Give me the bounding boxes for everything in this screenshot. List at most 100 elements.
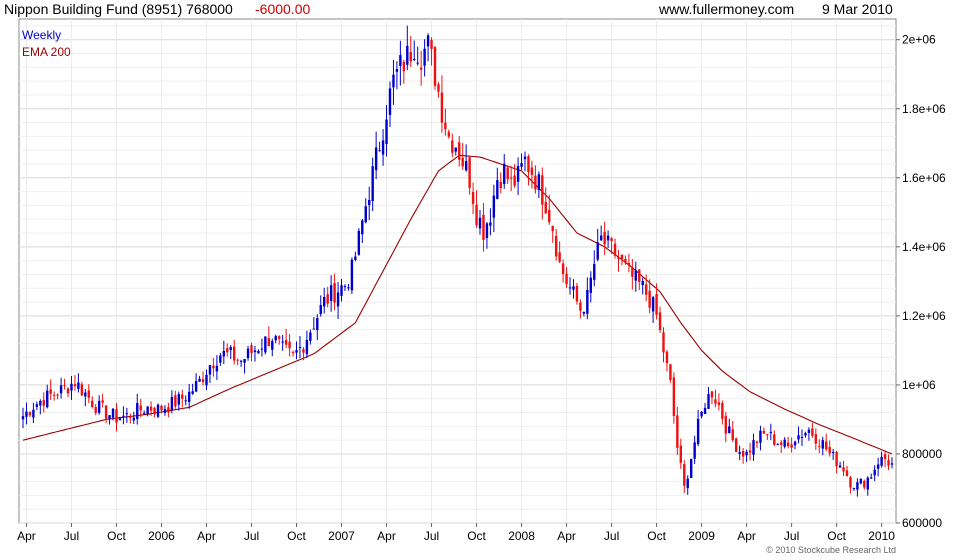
- candle-up: [516, 165, 520, 182]
- candle-up: [686, 478, 689, 489]
- candle-down: [627, 262, 631, 266]
- candle-up: [793, 441, 797, 446]
- candle-up: [413, 59, 416, 61]
- candle-down: [333, 283, 336, 303]
- candle-up: [859, 478, 863, 484]
- candle-down: [451, 140, 454, 153]
- candle-down: [267, 338, 271, 347]
- candle-up: [136, 403, 139, 420]
- candle-up: [423, 48, 426, 66]
- candle-up: [305, 340, 309, 355]
- candle-down: [731, 429, 734, 440]
- y-tick-label: 1.6e+06: [902, 171, 946, 185]
- candle-up: [111, 408, 115, 418]
- candle-down: [710, 391, 714, 398]
- candle-up: [46, 390, 49, 408]
- candle-up: [156, 404, 160, 417]
- candle-up: [295, 350, 298, 353]
- candle-down: [714, 399, 717, 404]
- candle-up: [572, 286, 575, 290]
- x-tick-label: Apr: [197, 529, 216, 543]
- candle-down: [662, 332, 665, 353]
- candle-up: [219, 355, 222, 363]
- candle-up: [392, 74, 395, 88]
- candle-down: [755, 441, 759, 443]
- candle-up: [503, 163, 506, 185]
- candle-up: [229, 347, 232, 351]
- candle-up: [797, 435, 800, 440]
- candle-up: [371, 166, 374, 202]
- candle-down: [811, 428, 814, 436]
- candle-down: [419, 67, 423, 70]
- y-tick-label: 1.2e+06: [902, 309, 946, 323]
- candle-up: [800, 436, 804, 439]
- candle-up: [246, 348, 250, 359]
- y-tick-label: 1.4e+06: [902, 240, 946, 254]
- candle-down: [302, 349, 305, 353]
- website-link[interactable]: www.fullermoney.com: [659, 1, 795, 17]
- candle-down: [638, 269, 641, 282]
- candle-up: [489, 222, 492, 226]
- candle-down: [631, 267, 634, 277]
- x-tick-label: Oct: [287, 529, 306, 543]
- candle-down: [544, 202, 547, 214]
- candle-down: [534, 175, 537, 190]
- legend-ema: EMA 200: [22, 45, 71, 59]
- candle-down: [284, 340, 288, 345]
- candle-down: [160, 405, 163, 411]
- candle-up: [606, 235, 610, 241]
- candle-up: [274, 336, 277, 341]
- candle-down: [430, 40, 433, 49]
- candle-down: [527, 156, 530, 173]
- candle-down: [644, 284, 648, 295]
- candle-up: [323, 296, 326, 307]
- candle-down: [825, 441, 828, 450]
- candle-up: [807, 429, 811, 433]
- candle-down: [73, 384, 77, 387]
- candle-down: [683, 464, 686, 486]
- candle-down: [835, 451, 838, 467]
- x-tick-label: Apr: [377, 529, 396, 543]
- candle-down: [326, 294, 329, 304]
- candle-up: [700, 411, 703, 417]
- candle-up: [163, 409, 167, 413]
- y-tick-label: 1.8e+06: [902, 102, 946, 116]
- candle-up: [593, 264, 596, 280]
- candle-up: [132, 417, 135, 421]
- candle-up: [703, 407, 707, 414]
- candle-down: [579, 302, 582, 311]
- candle-down: [554, 235, 558, 257]
- x-tick-label: Oct: [467, 529, 486, 543]
- candle-up: [243, 359, 246, 363]
- candle-up: [520, 163, 523, 167]
- candle-up: [271, 341, 274, 350]
- candle-down: [790, 444, 793, 448]
- candle-down: [610, 238, 613, 242]
- candle-down: [773, 434, 776, 445]
- candle-down: [458, 142, 461, 160]
- candle-up: [866, 477, 869, 490]
- candle-up: [21, 416, 25, 420]
- candle-up: [589, 277, 592, 293]
- candle-down: [665, 351, 669, 364]
- candle-up: [696, 418, 700, 445]
- candle-down: [181, 394, 184, 399]
- candle-down: [741, 450, 745, 457]
- candle-up: [336, 292, 340, 307]
- candle-down: [440, 92, 444, 123]
- candle-up: [108, 415, 111, 419]
- candle-down: [291, 351, 295, 353]
- candle-up: [222, 351, 226, 357]
- candle-up: [146, 406, 149, 414]
- candle-up: [368, 200, 371, 206]
- candle-down: [669, 364, 672, 381]
- candle-down: [433, 46, 437, 86]
- candle-up: [752, 440, 755, 455]
- candle-down: [849, 477, 852, 488]
- candle-down: [863, 480, 866, 488]
- candle-up: [870, 477, 873, 479]
- y-axis: 600000 800000 1e+06 1.2e+06 1.4e+06 1.6e+06 1.…: [896, 33, 946, 530]
- candle-up: [759, 430, 762, 443]
- candle-down: [499, 181, 502, 189]
- candle-down: [613, 243, 617, 256]
